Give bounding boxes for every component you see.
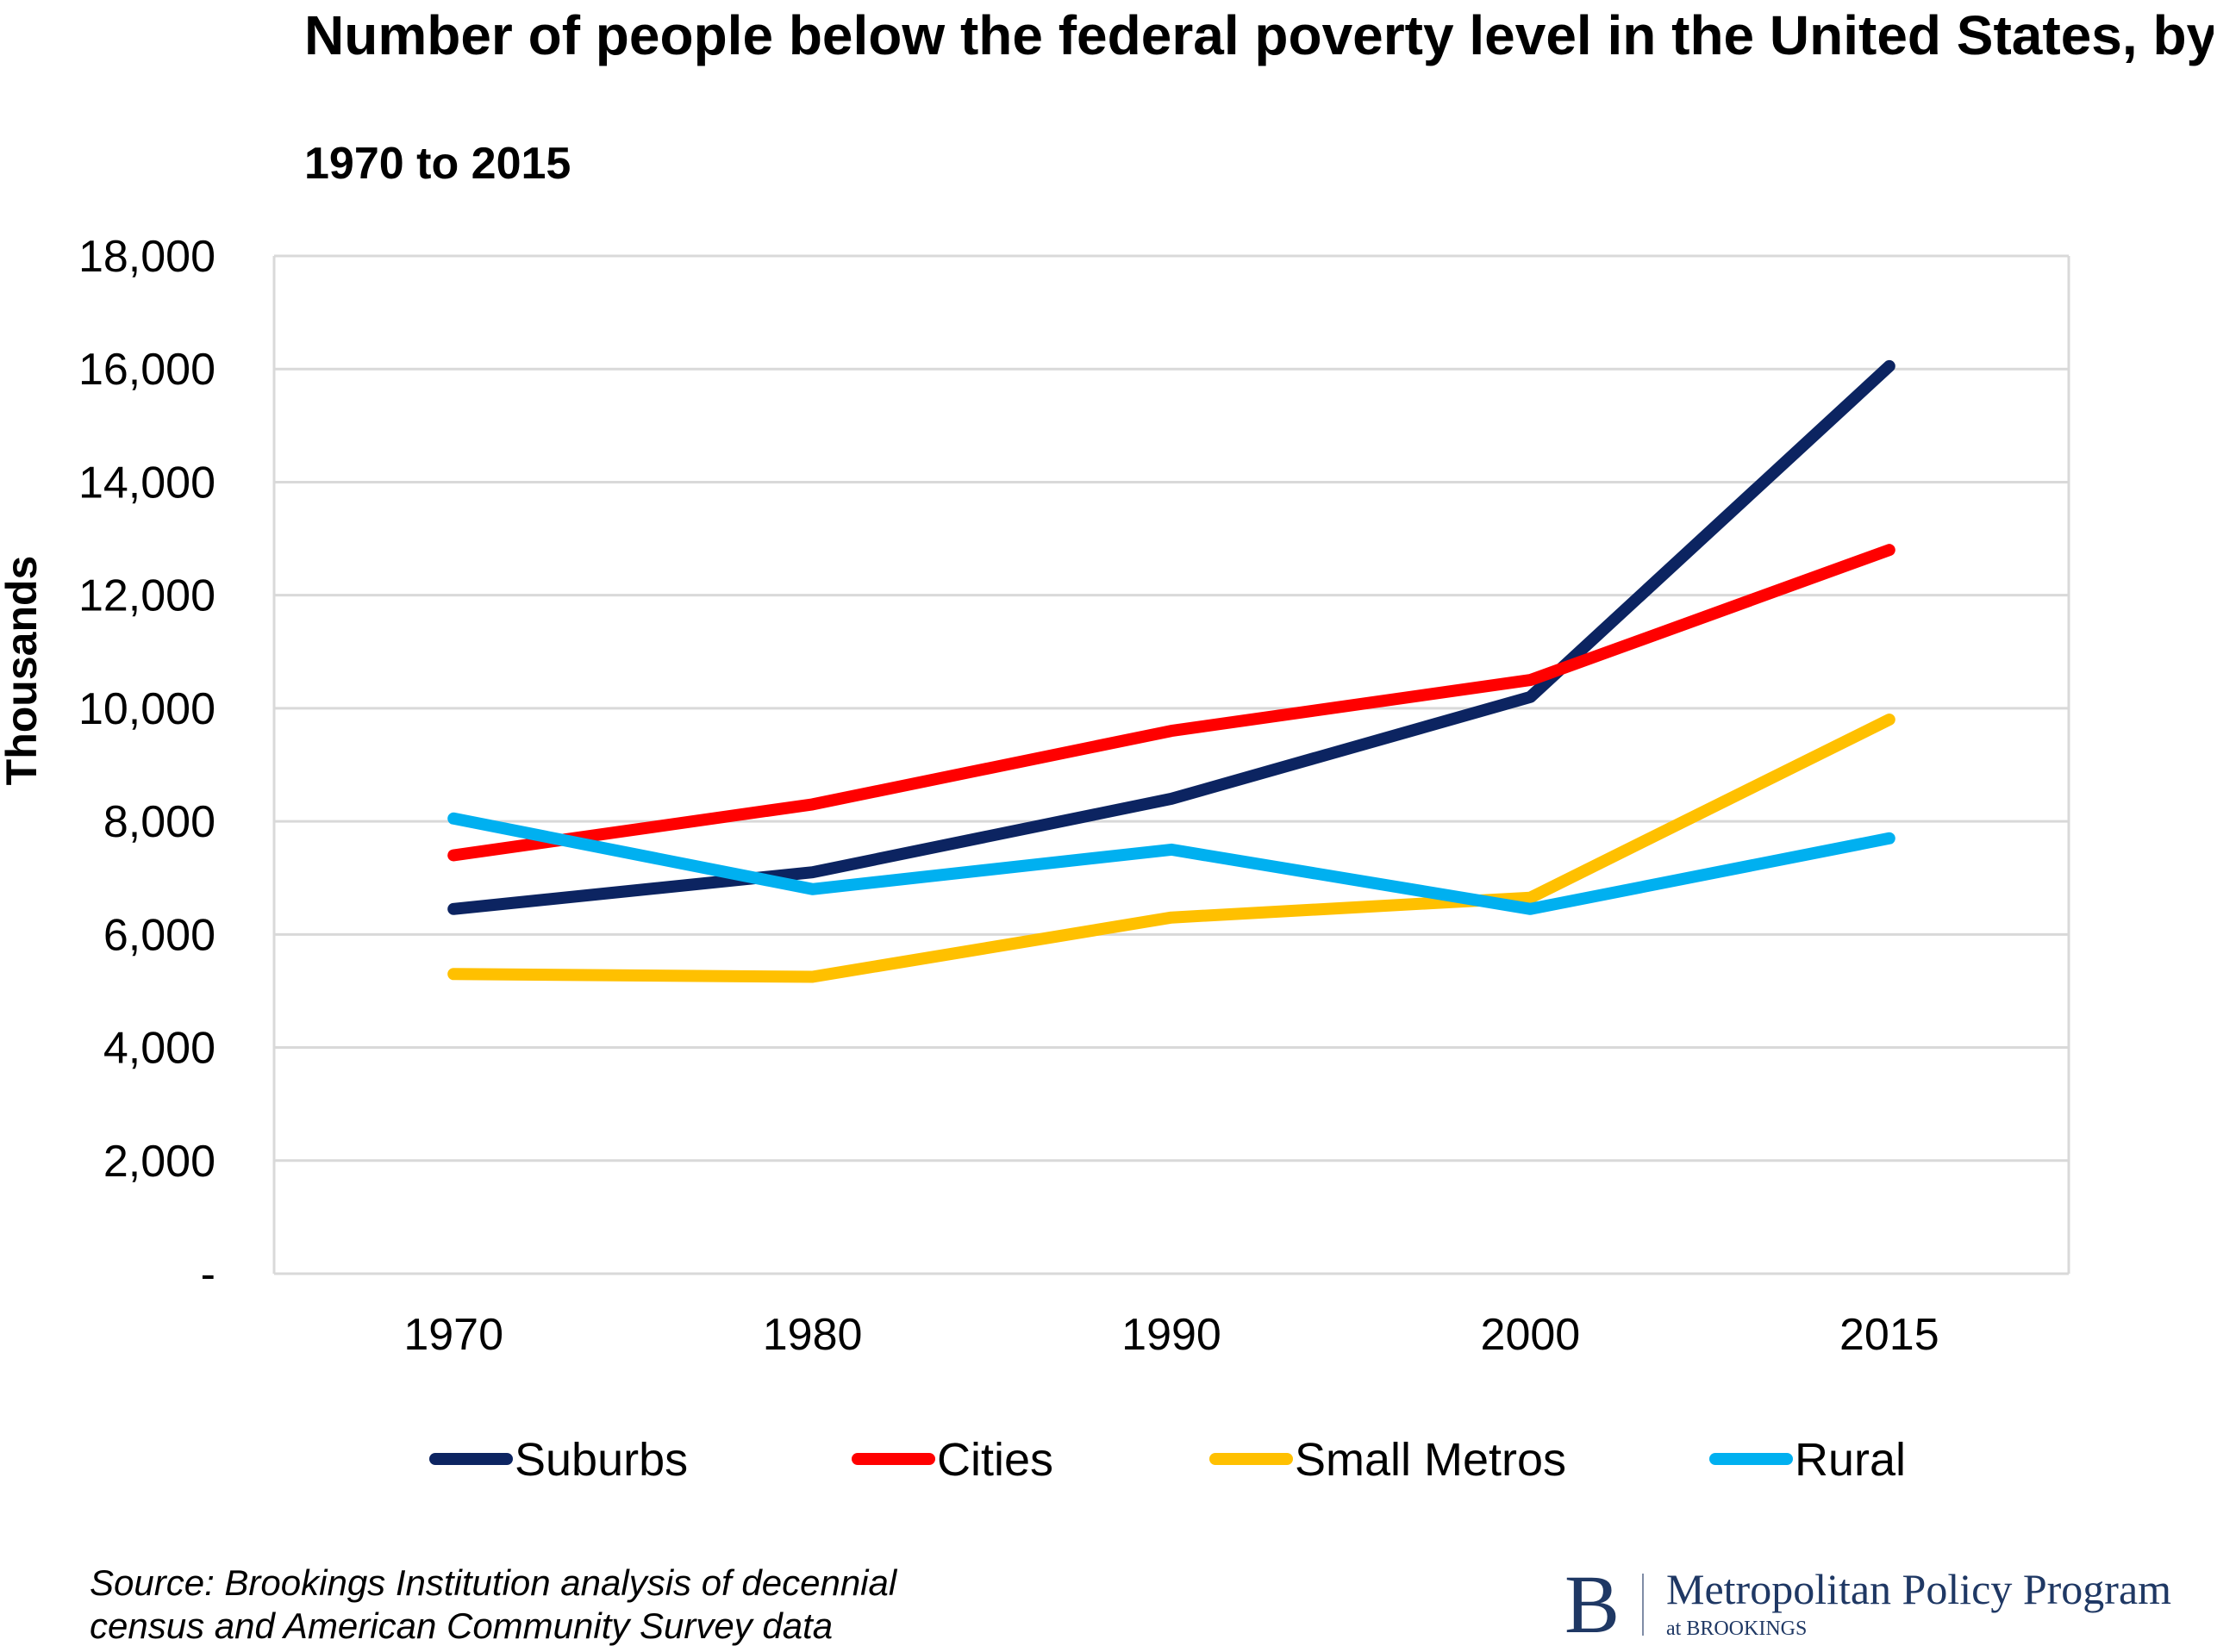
- y-axis-ticks: - 2,000 4,000 6,000 8,000 10,000 12,000 14,000 1…: [78, 232, 215, 1300]
- x-axis-ticks: 1970 1980 1990 2000 2015: [403, 1310, 1939, 1360]
- logo-divider: [1642, 1574, 1644, 1636]
- series-line-cities: [447, 544, 1895, 862]
- legend: Suburbs Cities Small Metros Rural: [429, 1434, 1906, 1486]
- y-tick-label-6: 12,000: [78, 571, 215, 621]
- x-tick-label-3: 2000: [1481, 1310, 1581, 1360]
- line-chart: - 2,000 4,000 6,000 8,000 10,000 12,000 14,000 1…: [0, 232, 2070, 1486]
- y-tick-label-0: -: [201, 1250, 215, 1300]
- source-note: Source: Brookings Institution analysis o…: [90, 1562, 896, 1648]
- y-tick-label-4: 8,000: [103, 797, 215, 847]
- source-line-2: census and American Community Survey dat…: [90, 1605, 834, 1646]
- y-tick-label-7: 14,000: [78, 458, 215, 508]
- legend-label-small-metros: Small Metros: [1295, 1434, 1566, 1486]
- y-tick-label-2: 4,000: [103, 1024, 215, 1074]
- chart-subtitle: 1970 to 2015: [304, 139, 571, 189]
- logo-organization: at BROOKINGS: [1666, 1618, 1808, 1640]
- x-tick-label-1: 1980: [763, 1310, 863, 1360]
- series-line-rural: [447, 812, 1895, 915]
- x-tick-label-4: 2015: [1839, 1310, 1939, 1360]
- series-line-suburbs: [447, 359, 1895, 915]
- y-tick-label-5: 10,000: [78, 684, 215, 734]
- y-tick-label-9: 18,000: [78, 232, 215, 282]
- legend-label-cities: Cities: [937, 1434, 1053, 1486]
- source-line-1: Source: Brookings Institution analysis o…: [90, 1562, 897, 1603]
- chart-title: Number of people below the federal pover…: [304, 4, 2214, 66]
- y-axis-title: Thousands: [0, 556, 46, 786]
- logo-letter: B: [1564, 1558, 1621, 1650]
- y-tick-label-8: 16,000: [78, 345, 215, 395]
- series-line-small-metros: [447, 714, 1895, 983]
- y-tick-label-1: 2,000: [103, 1137, 215, 1187]
- series-lines: [447, 359, 1895, 983]
- logo-program-name: Metropolitan Policy Program: [1666, 1565, 2172, 1613]
- legend-label-suburbs: Suburbs: [515, 1434, 688, 1486]
- x-tick-label-2: 1990: [1121, 1310, 1221, 1360]
- x-tick-label-0: 1970: [403, 1310, 503, 1360]
- legend-label-rural: Rural: [1795, 1434, 1906, 1486]
- y-tick-label-3: 6,000: [103, 910, 215, 960]
